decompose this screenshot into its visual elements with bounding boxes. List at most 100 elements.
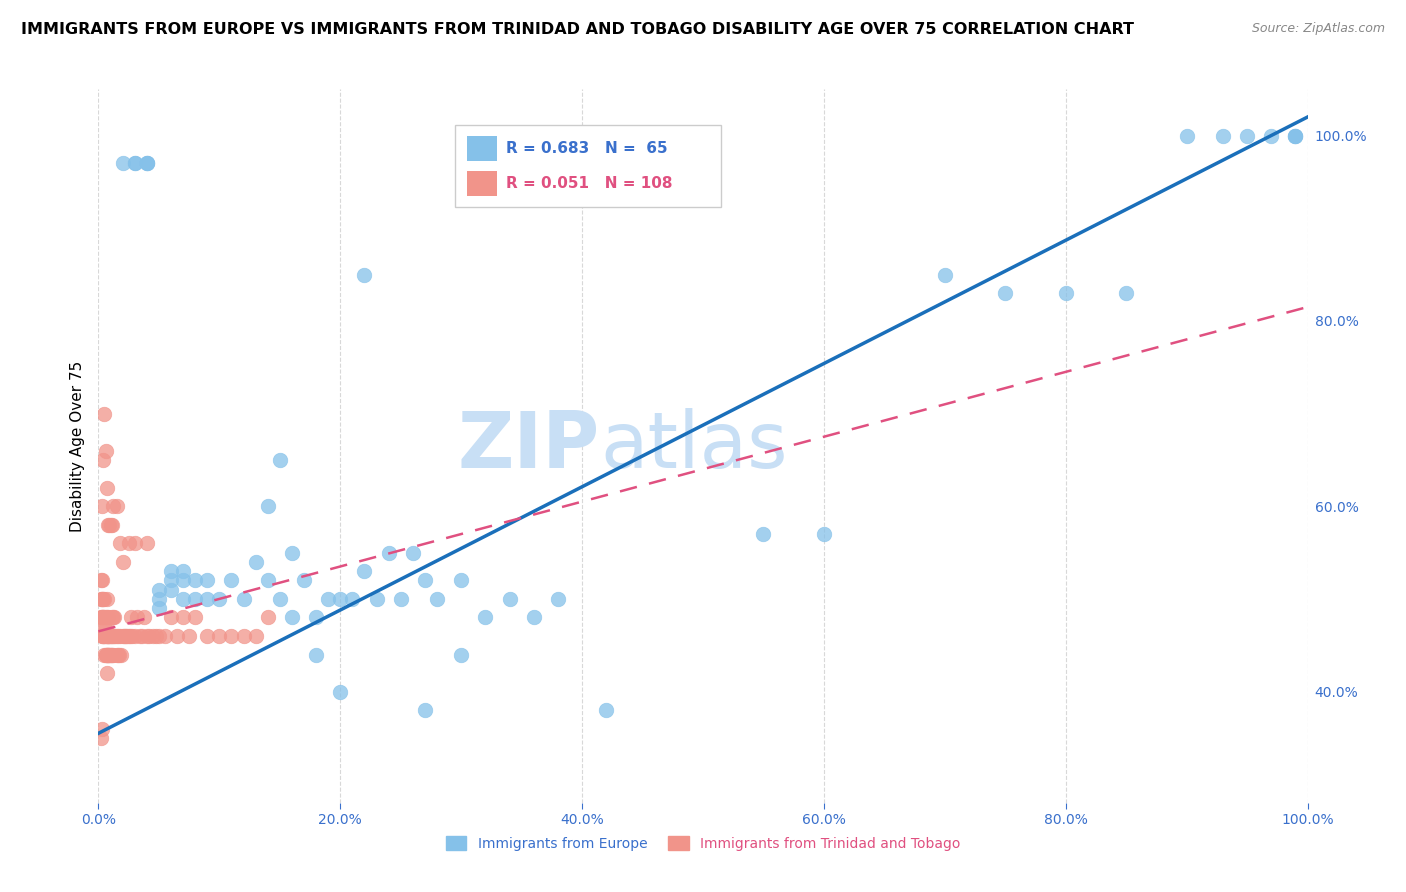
- Point: [245, 555, 267, 569]
- Text: ZIP: ZIP: [458, 408, 600, 484]
- Point: [135, 156, 157, 170]
- Point: [148, 629, 170, 643]
- Point: [595, 703, 617, 717]
- Legend: Immigrants from Europe, Immigrants from Trinidad and Tobago: Immigrants from Europe, Immigrants from …: [440, 830, 966, 856]
- Point: [97, 648, 120, 662]
- Point: [402, 545, 425, 559]
- Point: [111, 156, 134, 170]
- Point: [97, 517, 120, 532]
- Point: [1284, 128, 1306, 143]
- Point: [96, 666, 118, 681]
- Point: [93, 620, 115, 634]
- Text: Source: ZipAtlas.com: Source: ZipAtlas.com: [1251, 22, 1385, 36]
- Point: [94, 648, 117, 662]
- Point: [256, 610, 278, 624]
- Point: [101, 648, 124, 662]
- Text: IMMIGRANTS FROM EUROPE VS IMMIGRANTS FROM TRINIDAD AND TOBAGO DISABILITY AGE OVE: IMMIGRANTS FROM EUROPE VS IMMIGRANTS FRO…: [21, 22, 1135, 37]
- Point: [93, 407, 115, 421]
- Text: atlas: atlas: [600, 408, 787, 484]
- Point: [281, 610, 304, 624]
- Point: [1054, 286, 1077, 301]
- Point: [547, 591, 569, 606]
- Point: [100, 517, 122, 532]
- Point: [994, 286, 1017, 301]
- Point: [90, 731, 112, 745]
- Point: [353, 564, 375, 578]
- Point: [342, 591, 364, 606]
- Point: [142, 629, 165, 643]
- Point: [128, 629, 150, 643]
- Point: [1284, 128, 1306, 143]
- Point: [281, 545, 304, 559]
- Point: [172, 574, 194, 588]
- Point: [114, 629, 136, 643]
- Point: [256, 574, 278, 588]
- Point: [148, 601, 170, 615]
- Point: [184, 574, 207, 588]
- Point: [120, 610, 142, 624]
- Point: [160, 564, 183, 578]
- Point: [118, 629, 141, 643]
- Point: [94, 620, 117, 634]
- Point: [160, 610, 183, 624]
- Point: [450, 574, 472, 588]
- Point: [813, 527, 835, 541]
- Point: [124, 156, 146, 170]
- Point: [172, 564, 194, 578]
- Point: [96, 481, 118, 495]
- Point: [195, 574, 218, 588]
- Point: [413, 703, 436, 717]
- Point: [1115, 286, 1137, 301]
- Point: [934, 268, 956, 282]
- Point: [134, 610, 156, 624]
- Point: [118, 629, 141, 643]
- Point: [127, 610, 149, 624]
- Point: [184, 591, 207, 606]
- Bar: [467, 171, 498, 196]
- Point: [1236, 128, 1258, 143]
- Point: [135, 536, 157, 550]
- Point: [94, 629, 117, 643]
- Point: [752, 527, 775, 541]
- Point: [208, 591, 231, 606]
- Point: [91, 453, 114, 467]
- Point: [1284, 128, 1306, 143]
- Point: [366, 591, 388, 606]
- Point: [232, 629, 254, 643]
- Point: [91, 610, 114, 624]
- Point: [108, 648, 131, 662]
- Point: [138, 629, 160, 643]
- Point: [221, 574, 243, 588]
- Point: [101, 610, 124, 624]
- Point: [98, 648, 121, 662]
- Point: [96, 629, 118, 643]
- Point: [96, 648, 118, 662]
- Point: [98, 629, 121, 643]
- Point: [91, 722, 114, 736]
- Y-axis label: Disability Age Over 75: Disability Age Over 75: [69, 360, 84, 532]
- Text: R = 0.683   N =  65: R = 0.683 N = 65: [506, 141, 668, 156]
- Point: [100, 629, 122, 643]
- Point: [101, 500, 124, 514]
- Point: [96, 591, 118, 606]
- Point: [292, 574, 315, 588]
- Point: [124, 156, 146, 170]
- Point: [105, 648, 128, 662]
- Point: [305, 648, 328, 662]
- Point: [91, 591, 114, 606]
- Point: [377, 545, 399, 559]
- Point: [94, 648, 117, 662]
- Point: [329, 684, 352, 698]
- Point: [100, 648, 122, 662]
- Point: [245, 629, 267, 643]
- Point: [103, 610, 125, 624]
- Point: [98, 629, 121, 643]
- Point: [100, 629, 122, 643]
- Point: [148, 591, 170, 606]
- Point: [96, 648, 118, 662]
- Point: [145, 629, 167, 643]
- Point: [100, 648, 122, 662]
- Point: [195, 629, 218, 643]
- Point: [96, 610, 118, 624]
- Point: [269, 591, 291, 606]
